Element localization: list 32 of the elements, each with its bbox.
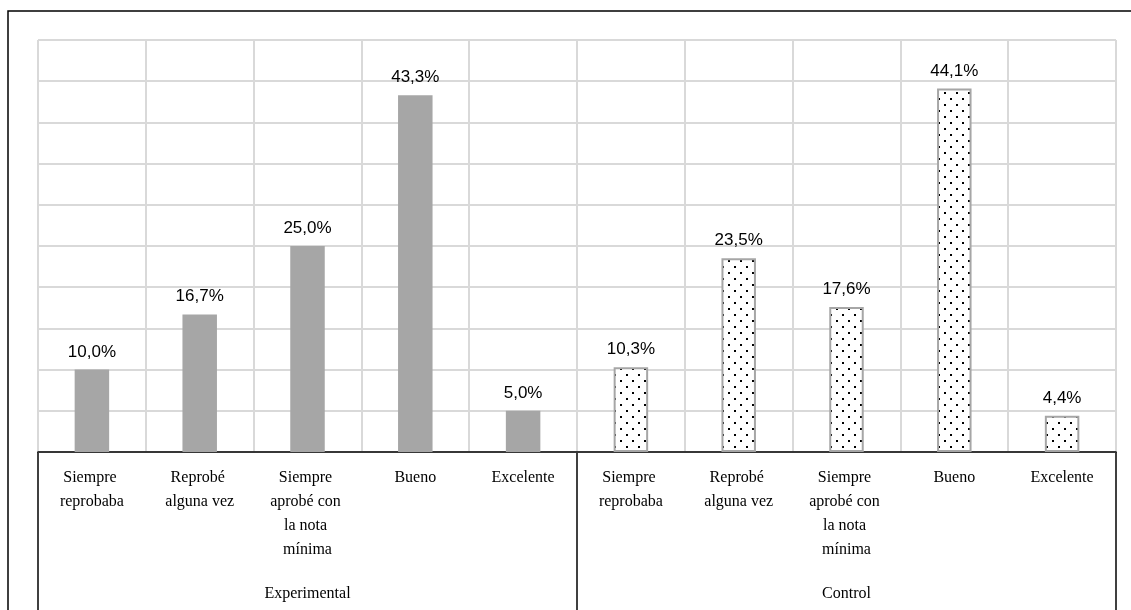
- x-tick-label: Reprobé alguna vez: [704, 467, 774, 510]
- x-tick-label: Excelente: [491, 467, 555, 485]
- bar: [505, 410, 541, 452]
- x-tick-label: Bueno: [933, 467, 976, 485]
- x-tick-label: Bueno: [394, 467, 437, 485]
- x-tick-label: Siempre reprobaba: [598, 467, 663, 510]
- text: Experimental: [264, 583, 352, 602]
- data-label: 10,0%: [67, 341, 116, 361]
- bar: [74, 369, 110, 452]
- bar: [398, 95, 433, 452]
- x-tick-label: Siempre aprobé con la nota mínima: [809, 467, 884, 557]
- x-tick-label: Siempre aprobé con la nota mínima: [270, 467, 345, 557]
- bar: [613, 367, 649, 452]
- data-label: 25,0%: [283, 218, 332, 237]
- bar: [829, 306, 864, 452]
- data-label: 43,3%: [391, 67, 440, 87]
- data-label: 5,0%: [503, 382, 543, 402]
- text: Control: [822, 583, 872, 601]
- bar: [937, 88, 972, 452]
- data-label: 10,3%: [606, 339, 655, 359]
- data-label: 23,5%: [714, 230, 763, 250]
- bar: [1044, 415, 1080, 452]
- bar: [290, 246, 325, 452]
- data-label: 17,6%: [822, 278, 871, 298]
- bar: [721, 258, 756, 452]
- data-label: 4,4%: [1042, 387, 1082, 407]
- data-label: 16,7%: [175, 286, 224, 306]
- x-tick-label: Excelente: [1030, 467, 1094, 485]
- x-tick-label: Reprobé alguna vez: [165, 467, 235, 510]
- x-tick-label: Siempre reprobaba: [59, 467, 124, 510]
- data-label: 44,1%: [930, 60, 979, 80]
- bar: [182, 314, 217, 452]
